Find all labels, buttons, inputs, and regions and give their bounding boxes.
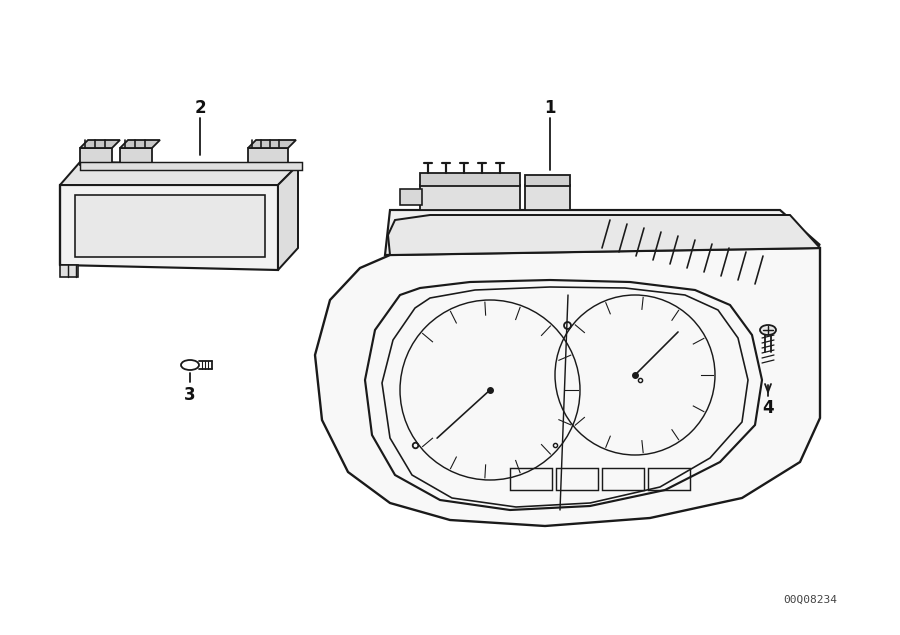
Bar	[75, 195, 265, 257]
Text: 3: 3	[184, 386, 196, 404]
Bar	[248, 148, 288, 168]
Text: 4: 4	[762, 399, 774, 417]
Bar	[602, 468, 644, 490]
Polygon shape	[278, 165, 298, 270]
Polygon shape	[60, 162, 298, 185]
Bar	[420, 185, 520, 210]
Bar	[120, 148, 152, 165]
Bar	[510, 468, 552, 490]
Polygon shape	[365, 280, 762, 510]
Polygon shape	[80, 140, 120, 148]
Polygon shape	[315, 248, 820, 526]
Ellipse shape	[760, 325, 776, 335]
Bar	[556, 468, 598, 490]
Bar	[80, 148, 112, 165]
Polygon shape	[248, 140, 296, 148]
Bar	[525, 185, 570, 210]
Bar	[400, 189, 422, 205]
Polygon shape	[60, 185, 278, 270]
Text: 2: 2	[194, 99, 206, 117]
Bar	[60, 265, 78, 277]
Text: 1: 1	[544, 99, 556, 117]
Bar	[648, 468, 690, 490]
Text: 00Q08234: 00Q08234	[783, 595, 837, 605]
Bar	[525, 175, 570, 186]
Bar	[80, 162, 302, 170]
Polygon shape	[388, 215, 820, 255]
Polygon shape	[385, 210, 820, 255]
Bar	[420, 173, 520, 186]
Polygon shape	[120, 140, 160, 148]
